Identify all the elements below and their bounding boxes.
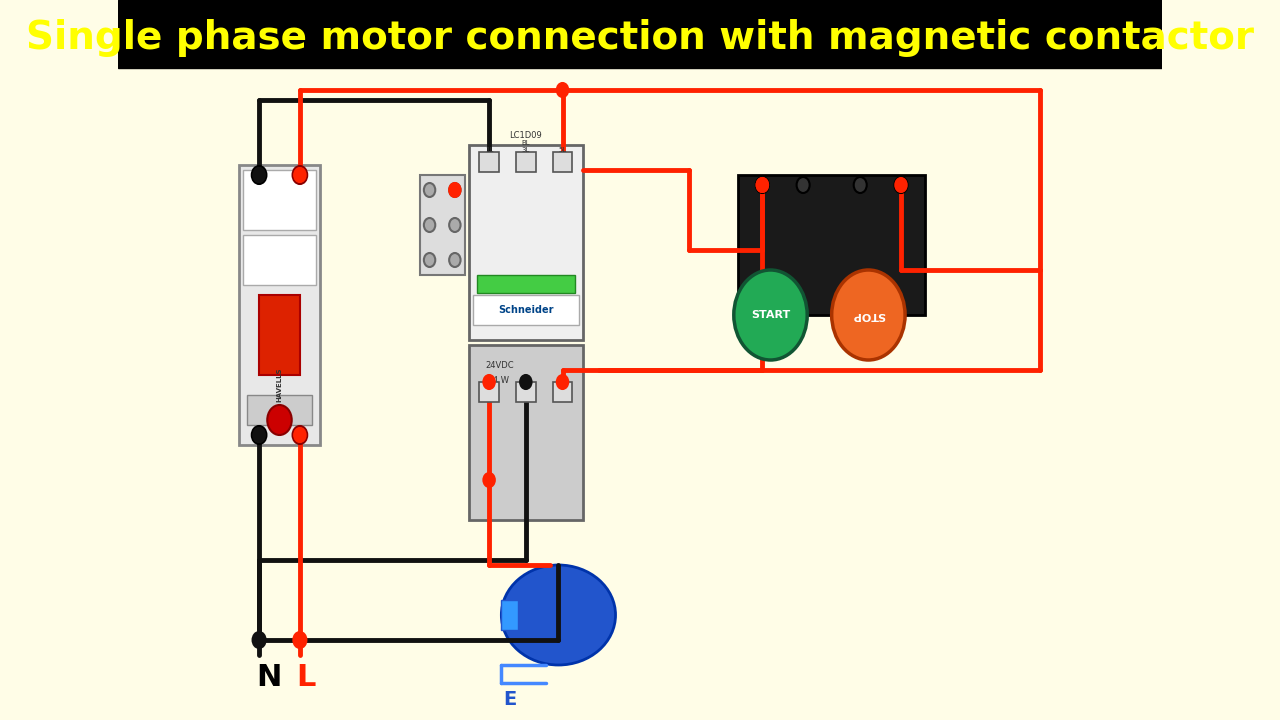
Text: Single phase motor connection with magnetic contactor: Single phase motor connection with magne… (26, 19, 1254, 57)
Circle shape (253, 428, 265, 442)
Text: N: N (256, 664, 282, 693)
Bar (553, 382, 572, 402)
Circle shape (424, 218, 435, 232)
Text: 1L: 1L (485, 147, 493, 153)
Circle shape (484, 473, 495, 487)
Circle shape (294, 428, 306, 442)
Bar (118, 0, 1162, 68)
Bar (516, 152, 535, 172)
Circle shape (832, 270, 905, 360)
Circle shape (252, 426, 266, 444)
Bar (247, 395, 312, 425)
Text: HAVELLS: HAVELLS (276, 368, 283, 402)
Circle shape (854, 177, 867, 193)
Text: E: E (503, 690, 516, 709)
Circle shape (449, 183, 461, 197)
Bar (477, 275, 575, 293)
Circle shape (252, 166, 266, 184)
Circle shape (424, 183, 435, 197)
Circle shape (293, 632, 306, 648)
Bar (238, 165, 320, 445)
Text: Schneider: Schneider (498, 305, 553, 315)
Circle shape (424, 253, 435, 267)
Circle shape (895, 177, 908, 193)
Circle shape (520, 375, 531, 389)
Bar (479, 382, 499, 402)
Text: 2.4 W: 2.4 W (485, 376, 509, 384)
Text: LC1D09: LC1D09 (509, 130, 543, 140)
Circle shape (449, 253, 461, 267)
Circle shape (755, 177, 769, 193)
Circle shape (484, 375, 495, 389)
Bar (472, 295, 579, 325)
Circle shape (268, 405, 292, 435)
Bar (468, 145, 582, 340)
Bar (553, 152, 572, 172)
Circle shape (293, 426, 307, 444)
Circle shape (756, 178, 768, 192)
Bar (420, 175, 465, 275)
Bar (243, 235, 316, 285)
Text: L: L (296, 664, 315, 693)
Circle shape (733, 270, 808, 360)
Circle shape (293, 166, 307, 184)
Circle shape (895, 178, 906, 192)
Circle shape (253, 168, 265, 182)
Text: STOP: STOP (851, 310, 884, 320)
Bar (259, 295, 300, 375)
Bar (243, 170, 316, 230)
Bar (502, 600, 517, 630)
Circle shape (557, 375, 568, 389)
Bar (737, 175, 925, 315)
Circle shape (796, 177, 810, 193)
Text: 24VDC: 24VDC (485, 361, 513, 369)
Bar (468, 345, 582, 520)
Circle shape (557, 83, 568, 97)
Circle shape (449, 218, 461, 232)
Text: 5L: 5L (558, 147, 567, 153)
Bar (516, 382, 535, 402)
Circle shape (756, 178, 768, 192)
Text: 3L: 3L (522, 147, 530, 153)
Circle shape (252, 632, 266, 648)
Circle shape (449, 183, 461, 197)
Circle shape (294, 168, 306, 182)
Bar (479, 152, 499, 172)
Ellipse shape (502, 565, 616, 665)
Text: START: START (751, 310, 790, 320)
Text: BL: BL (521, 140, 530, 146)
